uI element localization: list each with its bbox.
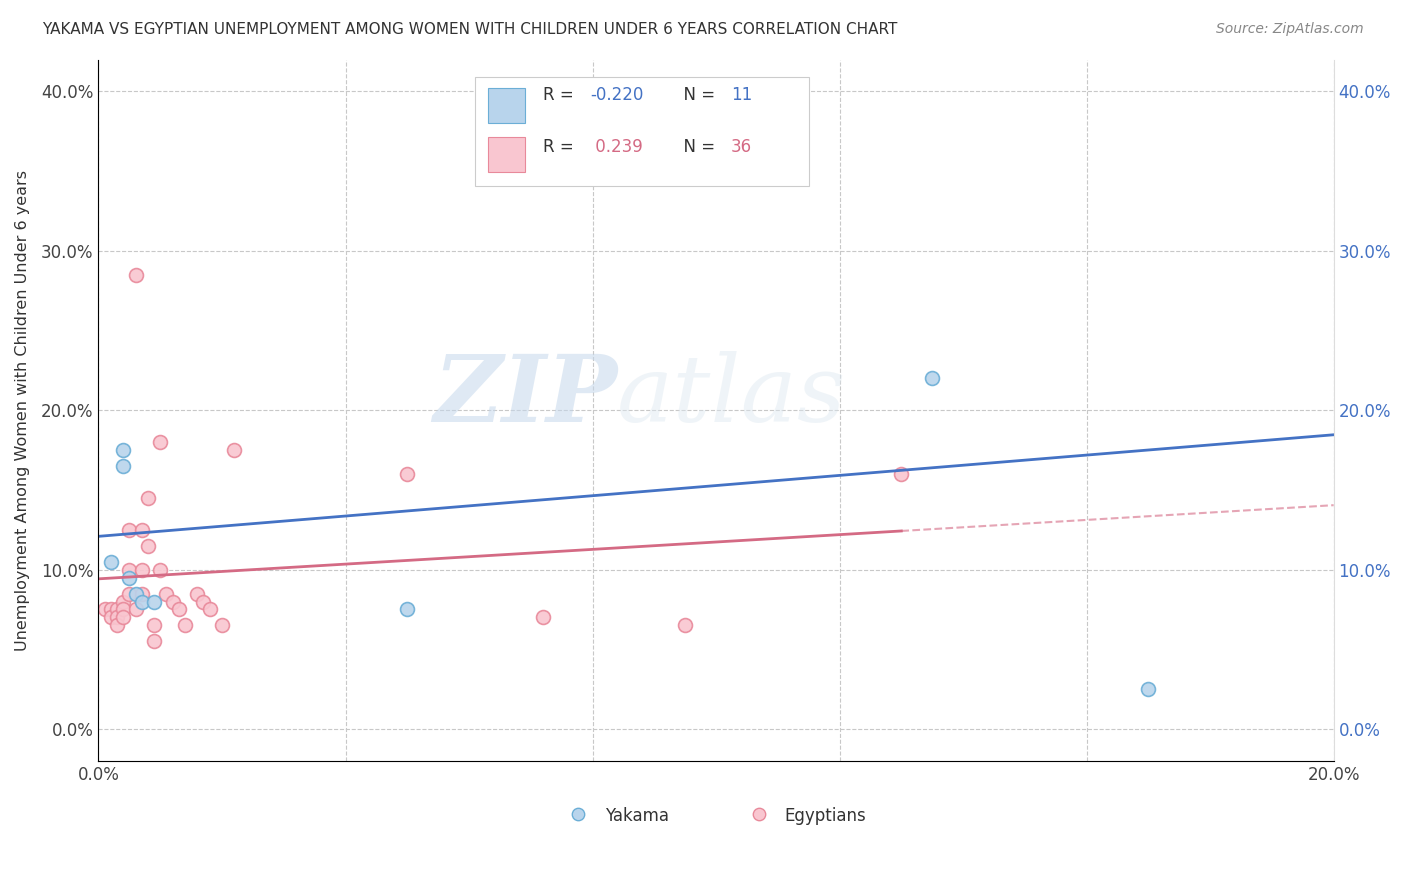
Point bbox=[149, 563, 172, 577]
Text: 36: 36 bbox=[731, 138, 752, 156]
Y-axis label: Unemployment Among Women with Children Under 6 years: Unemployment Among Women with Children U… bbox=[15, 169, 30, 651]
Point bbox=[131, 594, 153, 608]
Text: Yakama: Yakama bbox=[605, 806, 669, 824]
Point bbox=[124, 602, 146, 616]
Text: atlas: atlas bbox=[617, 351, 846, 442]
Text: -0.220: -0.220 bbox=[591, 86, 644, 103]
Point bbox=[673, 618, 696, 632]
Point bbox=[396, 467, 419, 481]
Point bbox=[149, 435, 172, 450]
Point bbox=[131, 523, 153, 537]
Point bbox=[193, 594, 215, 608]
Point bbox=[112, 610, 135, 624]
Point bbox=[131, 586, 153, 600]
Point bbox=[93, 602, 115, 616]
Text: R =: R = bbox=[543, 86, 579, 103]
Point bbox=[100, 555, 122, 569]
Point bbox=[105, 602, 128, 616]
Point bbox=[396, 602, 419, 616]
Point bbox=[673, 116, 696, 130]
Point bbox=[143, 634, 166, 648]
Text: YAKAMA VS EGYPTIAN UNEMPLOYMENT AMONG WOMEN WITH CHILDREN UNDER 6 YEARS CORRELAT: YAKAMA VS EGYPTIAN UNEMPLOYMENT AMONG WO… bbox=[42, 22, 897, 37]
Point bbox=[224, 443, 246, 458]
Point bbox=[112, 443, 135, 458]
Point bbox=[1137, 682, 1160, 697]
Point bbox=[112, 602, 135, 616]
Point bbox=[531, 610, 554, 624]
Point bbox=[118, 563, 141, 577]
Point bbox=[105, 618, 128, 632]
Text: 0.239: 0.239 bbox=[591, 138, 643, 156]
Point bbox=[100, 602, 122, 616]
Point bbox=[124, 268, 146, 282]
Point bbox=[136, 491, 159, 505]
Point bbox=[921, 371, 943, 385]
Point bbox=[118, 571, 141, 585]
Point bbox=[167, 602, 190, 616]
Text: 11: 11 bbox=[731, 86, 752, 103]
Point bbox=[143, 594, 166, 608]
Point bbox=[105, 610, 128, 624]
Text: Egyptians: Egyptians bbox=[785, 806, 866, 824]
Point bbox=[100, 610, 122, 624]
Point bbox=[155, 586, 177, 600]
FancyBboxPatch shape bbox=[488, 87, 524, 123]
Point bbox=[143, 618, 166, 632]
Point bbox=[186, 586, 208, 600]
FancyBboxPatch shape bbox=[488, 136, 524, 172]
Text: R =: R = bbox=[543, 138, 579, 156]
Point bbox=[162, 594, 184, 608]
Text: N =: N = bbox=[673, 138, 720, 156]
Point bbox=[890, 467, 912, 481]
Text: Source: ZipAtlas.com: Source: ZipAtlas.com bbox=[1216, 22, 1364, 37]
Point bbox=[136, 539, 159, 553]
Point bbox=[198, 602, 221, 616]
Point bbox=[211, 618, 233, 632]
Point bbox=[124, 586, 146, 600]
FancyBboxPatch shape bbox=[475, 77, 808, 186]
Text: N =: N = bbox=[673, 86, 720, 103]
Text: ZIP: ZIP bbox=[433, 351, 617, 442]
Point bbox=[118, 586, 141, 600]
Point bbox=[131, 563, 153, 577]
Point bbox=[118, 523, 141, 537]
Point bbox=[174, 618, 197, 632]
Point bbox=[112, 594, 135, 608]
Point bbox=[112, 458, 135, 473]
